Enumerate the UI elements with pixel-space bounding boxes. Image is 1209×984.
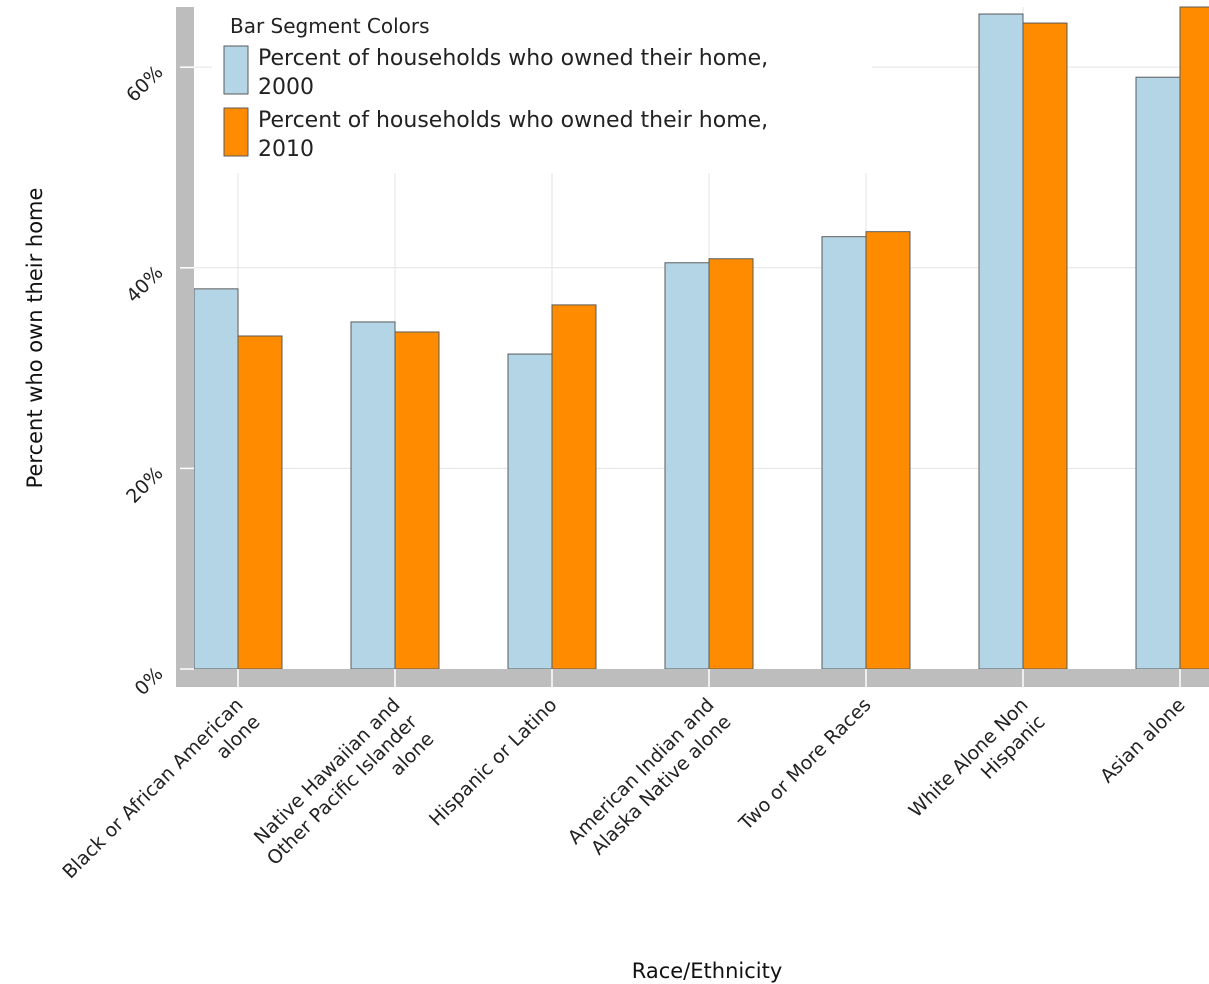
y-tick-label: 40% <box>122 262 167 307</box>
x-category-label-line: Alaska Native alone <box>587 711 736 860</box>
x-axis-band <box>176 669 1209 687</box>
x-category-label-line: American Indian and <box>564 694 719 849</box>
y-tick-label: 60% <box>122 61 167 106</box>
legend-title: Bar Segment Colors <box>230 14 430 38</box>
x-category-label: Black or African Americanalone <box>58 694 264 900</box>
x-category-label-line: Two or More Races <box>734 694 875 835</box>
y-axis-title: Percent who own their home <box>23 188 47 489</box>
legend-entry: Percent of households who owned their ho… <box>258 108 768 162</box>
bar <box>350 321 396 670</box>
legend-swatch <box>223 107 249 157</box>
bar <box>193 288 239 670</box>
legend-entry-line: 2000 <box>258 75 314 100</box>
x-category-label: American Indian andAlaska Native alone <box>564 694 736 866</box>
bar <box>1179 6 1209 670</box>
x-category-label-line: Native Hawaiian and <box>250 694 405 849</box>
bar <box>664 262 710 670</box>
bar <box>394 331 440 670</box>
x-category-label-line: Asian alone <box>1096 694 1189 787</box>
x-category-label: White Alone NonHispanic <box>905 694 1050 839</box>
legend-entry-line: Percent of households who owned their ho… <box>258 46 768 71</box>
bar <box>1022 22 1068 670</box>
legend-entry: Percent of households who owned their ho… <box>258 46 768 100</box>
x-category-label: Two or More Races <box>734 694 875 835</box>
legend-swatch <box>223 45 249 95</box>
bar <box>978 13 1024 670</box>
bar <box>708 258 754 670</box>
y-tick-label: 0% <box>131 663 168 700</box>
x-category-label: Hispanic or Latino <box>425 694 562 831</box>
x-category-label-line: Hispanic or Latino <box>425 694 562 831</box>
bars <box>193 6 1209 670</box>
y-tick-labels: 0% 20% 40% 60% <box>122 61 167 700</box>
legend-entry-line: 2010 <box>258 137 314 162</box>
y-tick-label: 20% <box>122 462 167 507</box>
legend-entry-line: Percent of households who owned their ho… <box>258 108 768 133</box>
legend: Bar Segment Colors Percent of households… <box>212 5 872 173</box>
legend-background <box>212 5 872 173</box>
bar <box>551 304 597 670</box>
x-category-label-line: Other Pacific Islander <box>263 711 422 870</box>
bar <box>821 236 867 670</box>
x-axis-title: Race/Ethnicity <box>632 959 783 983</box>
y-axis-band <box>176 7 194 687</box>
bar <box>1135 76 1181 670</box>
axes <box>176 7 1209 687</box>
bar <box>507 353 553 670</box>
x-category-label: Native Hawaiian andOther Pacific Islande… <box>246 694 439 887</box>
bar <box>865 231 911 670</box>
bar <box>237 335 283 670</box>
x-category-label-line: Black or African American <box>58 694 247 883</box>
x-category-label: Asian alone <box>1096 694 1189 787</box>
